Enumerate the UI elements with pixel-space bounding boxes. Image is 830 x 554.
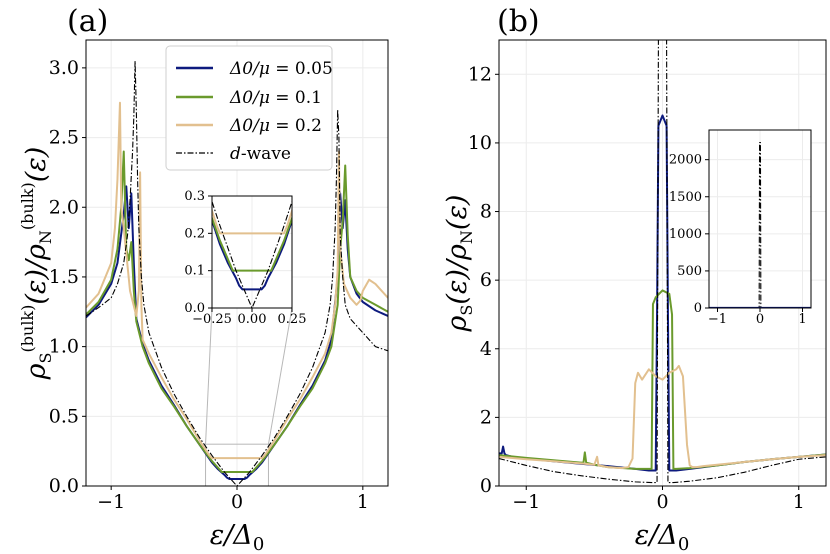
panel-b-inset-ytick-label-3: 1500 [669,190,702,205]
panel-b-xlabel: ε/Δ0 [635,520,690,554]
panel-a-line-s01 [86,150,388,474]
panel-b-line-s02 [499,364,826,470]
legend-entry-01: Δ0/μ = 0.1 [176,88,322,108]
legend-entry-02: Δ0/μ = 0.2 [176,116,322,136]
panel-a-xtick-label-2: 1 [357,491,369,513]
panel-a-inset-ytick-label-1: 0.1 [184,264,205,279]
panel-b-ytick-label-4: 8 [480,201,492,223]
panel-a-ytick-label-0: 0.0 [49,475,79,497]
panel-a-inset-ytick-label-0: 0.0 [184,301,205,316]
panel-a-xtick-label-1: 0 [231,491,243,513]
panel-a-inset-ticks: −0.25 0.00 0.25 0.0 0.1 0.2 0.3 [184,189,306,327]
panel-a-inset: −0.25 0.00 0.25 0.0 0.1 0.2 0.3 [184,189,306,327]
panel-b-xtick-label-0: −1 [512,491,540,513]
panel-b-ytick-label-0: 0 [480,475,492,497]
panel-a-ytick-label-2: 1.0 [49,336,79,358]
panel-b-label: (b) [497,4,540,39]
panel-b-inset-xtick-label-2: 1 [798,312,806,327]
panel-a-inset-line-s02 [212,207,292,235]
legend-label-dwave: d-wave [230,144,291,164]
panel-a-ytick-label-3: 1.5 [49,266,79,288]
panel-b-series [499,40,826,484]
panel-a-ytick-label-4: 2.0 [49,196,79,218]
panel-a-ytick-label-1: 0.5 [49,405,79,427]
panel-b-line-sdw [499,40,826,484]
panel-b-inset-ticks: −1 0 1 0 500 1000 1500 2000 [669,153,807,327]
panel-a-inset-ytick-label-3: 0.3 [184,189,205,204]
panel-a-inset-xtick-label-0: −0.25 [192,312,232,327]
legend-label-01: Δ0/μ = 0.1 [229,88,322,108]
panel-a-inset-xtick-label-2: 0.25 [278,312,307,327]
panel-b-inset-xtick-label-0: −1 [708,312,727,327]
panel-a-line-s005 [86,185,388,481]
legend-label-005: Δ0/μ = 0.05 [229,59,333,79]
panel-a-inset-line-s01 [212,215,292,272]
panel-a-ticks: −1 0 1 0.0 0.5 1.0 1.5 2.0 2.5 3.0 [49,57,369,513]
legend-label-02: Δ0/μ = 0.2 [229,116,322,136]
panel-b-inset-ytick-label-2: 1000 [669,227,702,242]
legend-box [165,45,333,171]
panel-b-ylabel: ρS(ε)/ρN(ε) [442,195,476,333]
panel-b-inset-ytick-label-4: 2000 [669,153,702,168]
panel-a-inset-line-s005 [212,217,292,291]
panel-b-ytick-label-5: 10 [468,132,492,154]
panel-b-xtick-label-2: 1 [793,491,805,513]
panel-b-ytick-label-3: 6 [480,269,492,291]
panel-a-series [86,60,388,486]
zoom-connector-left [205,307,213,445]
legend-entry-dwave: d-wave [176,144,291,164]
panel-b-inset-ytick-label-0: 0 [694,301,702,316]
panel-b-inset-xtick-label-1: 0 [756,312,764,327]
panel-a-label: (a) [67,4,108,39]
panel-b-ytick-label-1: 2 [480,406,492,428]
panel-a-inset-xtick-label-1: 0.00 [238,312,267,327]
panel-a-zoom-indicator [205,307,293,487]
legend: Δ0/μ = 0.05 Δ0/μ = 0.1 Δ0/μ = 0.2 d-wave [165,45,333,171]
panel-b-xtick-label-1: 0 [656,491,668,513]
zoom-connector-right [267,307,293,445]
panel-a-xlabel: ε/Δ0 [210,520,265,554]
panel-a-ytick-label-6: 3.0 [49,57,79,79]
panel-a-line-sdw [86,60,388,486]
panel-a-inset-line-sdw [212,199,292,308]
panel-b-inset-ytick-label-1: 500 [677,264,702,279]
legend-entry-005: Δ0/μ = 0.05 [176,59,333,79]
panel-b-inset: −1 0 1 0 500 1000 1500 2000 [669,129,812,327]
panel-a-ytick-label-5: 2.5 [49,127,79,149]
panel-b-ytick-label-6: 12 [468,63,492,85]
panel-a-inset-series [212,199,292,308]
panel-a-xtick-label-0: −1 [97,491,125,513]
panel-b-ytick-label-2: 4 [480,338,492,360]
panel-a: (a) −1 0 10.00.51.01.52.02.53.0 ε/Δ0 ρS(bu… [18,4,389,554]
panel-a-inset-ytick-label-2: 0.2 [184,226,205,241]
